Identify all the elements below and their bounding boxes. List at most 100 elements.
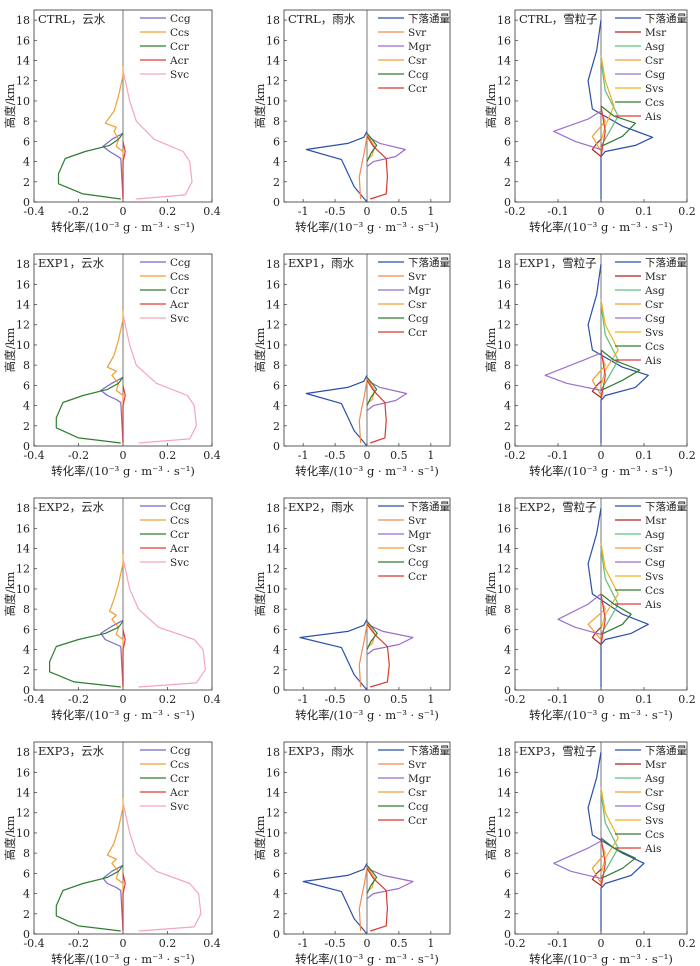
legend-label-Asg: Asg <box>644 529 665 541</box>
series-line-Svc <box>122 558 206 688</box>
series-line-Ccg <box>102 132 124 200</box>
legend-label-Csr: Csr <box>408 299 427 311</box>
y-tick-label: 8 <box>23 115 30 128</box>
y-tick-label: 2 <box>23 420 30 433</box>
panel-title: EXP2，雪粒子 <box>519 500 597 514</box>
legend-label-Svr: Svr <box>408 27 427 39</box>
x-axis-label: 转化率/(10⁻³ g · m⁻³ · s⁻¹) <box>295 708 439 722</box>
series-line-Ccr <box>55 864 124 932</box>
legend-label-Csr: Csr <box>645 299 664 311</box>
x-tick-label: -0.5 <box>324 449 345 462</box>
legend-label-Ccr: Ccr <box>408 83 428 95</box>
x-tick-label: 0.4 <box>203 449 221 462</box>
panel-title: EXP3，雪粒子 <box>519 744 597 758</box>
y-tick-label: 12 <box>16 563 30 576</box>
series-line-Svr <box>358 624 368 688</box>
series-line-Mgr <box>366 379 408 412</box>
series-line-Msr <box>591 138 602 157</box>
legend-label-下落通量: 下落通量 <box>645 13 687 25</box>
y-tick-label: 0 <box>273 440 280 453</box>
panel-3: 0 2 4 6 8 10 12 14 16 18 -0.2 -0.1 0 0.1 0.2 CTRL，雪粒子 下落… <box>484 9 696 234</box>
series-line-Ccr <box>57 132 124 200</box>
x-tick-label: 0 <box>364 205 371 218</box>
x-tick-label: 0.2 <box>159 449 177 462</box>
panel-title: EXP2，雨水 <box>288 500 355 514</box>
legend-label-Msr: Msr <box>645 27 667 39</box>
series-line-Ccs <box>106 797 124 929</box>
legend-label-Ccg: Ccg <box>170 501 191 513</box>
legend-label-Csr: Csr <box>408 543 427 555</box>
y-tick-label: 6 <box>23 867 30 880</box>
x-tick-label: -0.1 <box>547 205 568 218</box>
y-tick-label: 12 <box>266 75 280 88</box>
legend-label-Csr: Csr <box>645 543 664 555</box>
x-axis-label: 转化率/(10⁻³ g · m⁻³ · s⁻¹) <box>51 464 195 478</box>
legend-label-Ccg: Ccg <box>170 13 191 25</box>
x-tick-label: 0.5 <box>390 937 408 950</box>
y-axis-label: 高度/km <box>484 572 498 617</box>
y-tick-label: 16 <box>497 522 511 535</box>
legend-label-Csr: Csr <box>645 55 664 67</box>
y-tick-label: 12 <box>16 75 30 88</box>
y-tick-label: 18 <box>16 502 30 515</box>
panel-2: 0 2 4 6 8 10 12 14 16 18 -1 -0.5 0 0.5 1 CTRL，雨水 下落通量 Svr… <box>253 9 450 234</box>
series-line-Svc <box>122 802 202 932</box>
y-tick-label: 10 <box>497 95 511 108</box>
y-tick-label: 18 <box>16 746 30 759</box>
y-tick-label: 16 <box>16 766 30 779</box>
series-line-Mgr <box>366 867 414 900</box>
y-tick-label: 18 <box>497 502 511 515</box>
legend-label-Mgr: Mgr <box>408 285 431 297</box>
series-line-Ccg <box>100 376 124 444</box>
x-tick-label: 0.2 <box>159 693 177 706</box>
y-tick-label: 2 <box>504 420 511 433</box>
series-line-Ccs <box>108 553 124 685</box>
x-tick-label: -0.1 <box>547 693 568 706</box>
y-tick-label: 6 <box>273 135 280 148</box>
series-line-Ccg <box>366 864 378 894</box>
y-tick-label: 4 <box>504 156 511 169</box>
y-tick-label: 12 <box>266 807 280 820</box>
y-axis-label: 高度/km <box>253 84 267 129</box>
y-tick-label: 10 <box>497 583 511 596</box>
panel-12: 0 2 4 6 8 10 12 14 16 18 -0.2 -0.1 0 0.1 0.2 EXP3，雪粒子 下落… <box>484 741 696 966</box>
y-tick-label: 0 <box>504 196 511 209</box>
y-tick-label: 6 <box>23 623 30 636</box>
x-tick-label: 1 <box>427 937 434 950</box>
legend-label-下落通量: 下落通量 <box>645 257 687 269</box>
legend-label-Svc: Svc <box>170 557 189 569</box>
panel-9: 0 2 4 6 8 10 12 14 16 18 -0.2 -0.1 0 0.1 0.2 EXP2，雪粒子 下落… <box>484 497 696 722</box>
y-tick-label: 12 <box>497 563 511 576</box>
x-tick-label: 0 <box>120 937 127 950</box>
y-tick-label: 2 <box>23 664 30 677</box>
y-tick-label: 10 <box>16 827 30 840</box>
series-line-Ccs <box>106 309 124 441</box>
series-line-Ccr <box>366 867 388 932</box>
series-line-Acr <box>122 141 126 199</box>
series-line-Ccs <box>600 593 632 635</box>
panel-10: 0 2 4 6 8 10 12 14 16 18 -0.4 -0.2 0 0.2 0.4 EXP3，云水 Ccg… <box>3 741 221 966</box>
x-tick-label: -0.4 <box>23 205 44 218</box>
legend-label-Svc: Svc <box>170 801 189 813</box>
y-tick-label: 2 <box>23 176 30 189</box>
y-tick-label: 8 <box>23 359 30 372</box>
panel-title: EXP1，雨水 <box>288 256 355 270</box>
series-line-Csr <box>366 865 376 893</box>
legend-label-Csr: Csr <box>645 787 664 799</box>
series-line-下落通量 <box>305 375 368 447</box>
legend-label-下落通量: 下落通量 <box>408 13 450 25</box>
y-tick-label: 8 <box>504 847 511 860</box>
y-tick-label: 6 <box>273 867 280 880</box>
y-tick-label: 0 <box>273 196 280 209</box>
y-tick-label: 18 <box>266 746 280 759</box>
y-tick-label: 6 <box>504 623 511 636</box>
x-tick-label: 0 <box>598 449 605 462</box>
y-tick-label: 18 <box>16 14 30 27</box>
x-tick-label: -0.2 <box>504 693 525 706</box>
legend-label-Ccg: Ccg <box>170 257 191 269</box>
x-tick-label: 0 <box>598 937 605 950</box>
series-line-Ais <box>600 593 606 645</box>
x-tick-label: 0.1 <box>635 937 653 950</box>
x-tick-label: 0.2 <box>678 937 696 950</box>
panel-title: EXP3，云水 <box>38 744 105 758</box>
